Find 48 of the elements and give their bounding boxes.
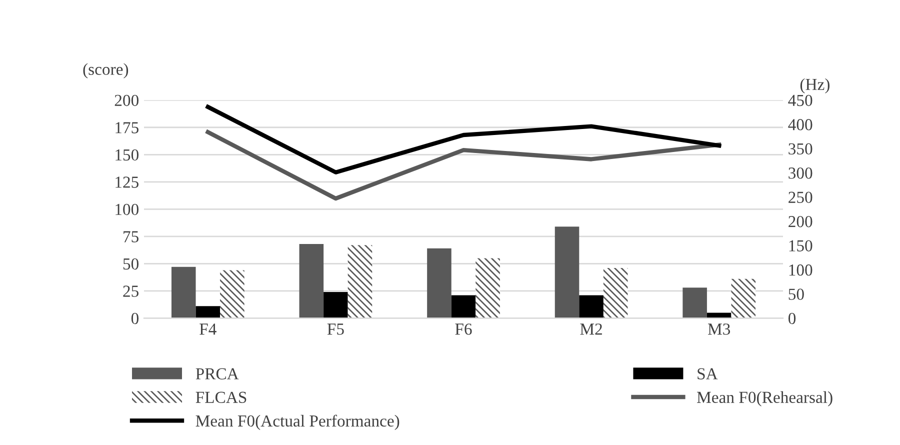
x-tick-label: M2 (580, 324, 602, 335)
y2-tick-label: 150 (789, 240, 812, 252)
bar (348, 245, 372, 318)
y2-tick-label: 300 (788, 168, 812, 179)
y2-axis-title: (Hz) (800, 78, 830, 94)
bar (731, 278, 756, 318)
bar (554, 226, 580, 318)
legend-label: PRCA (196, 368, 239, 380)
bar (603, 268, 628, 318)
y-tick-label: 25 (123, 286, 138, 297)
bar (706, 312, 732, 318)
legend-label: Mean F0(Rehearsal) (697, 391, 832, 406)
x-tick-label: M3 (708, 324, 730, 335)
x-tick-label: F6 (455, 324, 472, 335)
y2-tick-label: 0 (788, 312, 796, 324)
y2-tick-label: 350 (788, 143, 812, 155)
bar (579, 295, 604, 318)
bar (171, 266, 196, 318)
x-tick-label: F4 (200, 324, 216, 335)
y-tick-label: 50 (123, 258, 139, 270)
x-tick-label: F5 (327, 324, 344, 335)
y2-tick-label: 200 (788, 216, 812, 228)
y2-tick-label: 450 (788, 94, 812, 106)
line-series (206, 130, 722, 201)
legend-label: SA (698, 368, 718, 380)
bar (451, 295, 476, 318)
y-tick-label: 100 (116, 204, 139, 216)
bar (220, 270, 244, 318)
bar (299, 244, 324, 318)
legend-label: FLCAS (196, 392, 246, 403)
y-tick-label: 0 (131, 312, 139, 324)
line-series (206, 104, 722, 174)
bar (682, 288, 707, 318)
y2-tick-label: 50 (788, 288, 804, 300)
y2-tick-label: 100 (789, 264, 812, 276)
y-tick-label: 150 (116, 149, 139, 161)
y-tick-label: 200 (114, 94, 139, 106)
y2-tick-label: 250 (788, 192, 812, 203)
legend-label: Mean F0(Actual Performance) (196, 414, 400, 430)
y-tick-label: 125 (116, 176, 138, 188)
bar (476, 258, 500, 318)
bar (196, 306, 220, 318)
bar (427, 248, 452, 318)
y-tick-label: 175 (116, 122, 138, 134)
y2-tick-label: 400 (788, 119, 812, 130)
bar (324, 292, 348, 318)
y-axis-title: (score) (83, 63, 128, 78)
y-tick-label: 75 (124, 231, 138, 242)
